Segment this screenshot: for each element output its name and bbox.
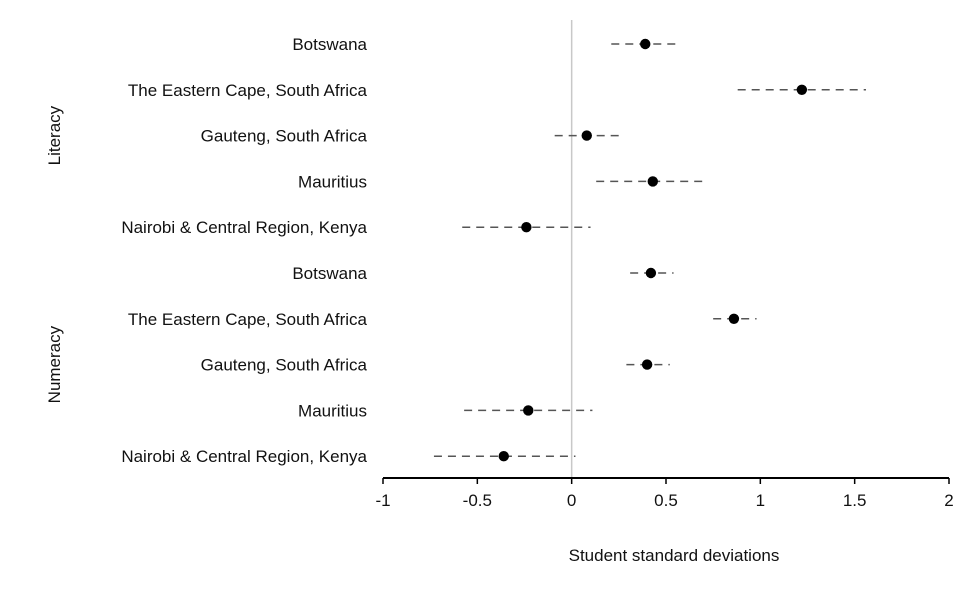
category-label: Nairobi & Central Region, Kenya xyxy=(121,447,367,466)
x-axis-title: Student standard deviations xyxy=(569,546,780,565)
point-estimate xyxy=(728,313,740,324)
point-estimate xyxy=(645,267,657,279)
category-label: Botswana xyxy=(292,264,367,283)
category-label: Gauteng, South Africa xyxy=(201,127,368,146)
point-estimate xyxy=(641,359,653,370)
x-axis: -1 -0.5 0 0.5 1 1.5 2 xyxy=(375,477,954,510)
point-layer xyxy=(498,38,808,462)
category-label: Botswana xyxy=(292,35,367,54)
x-tick-label: -0.5 xyxy=(463,491,492,510)
x-tick-label: 2 xyxy=(944,491,953,510)
point-estimate xyxy=(640,38,651,50)
category-label: The Eastern Cape, South Africa xyxy=(128,310,368,329)
x-tick-label: 1 xyxy=(756,491,765,510)
point-estimate xyxy=(498,451,509,462)
category-label: Nairobi & Central Region, Kenya xyxy=(121,218,367,237)
point-estimate xyxy=(796,84,808,96)
x-tick-label: 0 xyxy=(567,491,576,510)
category-label: Gauteng, South Africa xyxy=(201,356,368,375)
category-label: The Eastern Cape, South Africa xyxy=(128,81,368,100)
category-label: Mauritius xyxy=(298,401,367,420)
category-label: Mauritius xyxy=(298,172,367,191)
x-tick-label: 0.5 xyxy=(654,491,678,510)
point-estimate xyxy=(581,130,592,141)
interval-layer xyxy=(433,43,866,457)
point-estimate xyxy=(523,405,534,416)
point-estimate xyxy=(647,176,658,187)
group-label: Literacy xyxy=(45,105,64,165)
group-label: Numeracy xyxy=(45,325,64,403)
x-tick-label: -1 xyxy=(375,491,390,510)
x-tick-label: 1.5 xyxy=(843,491,867,510)
group-label-layer: Literacy Numeracy xyxy=(45,105,64,403)
category-label-layer: Botswana The Eastern Cape, South Africa Ga… xyxy=(121,35,367,466)
point-estimate xyxy=(521,222,532,233)
